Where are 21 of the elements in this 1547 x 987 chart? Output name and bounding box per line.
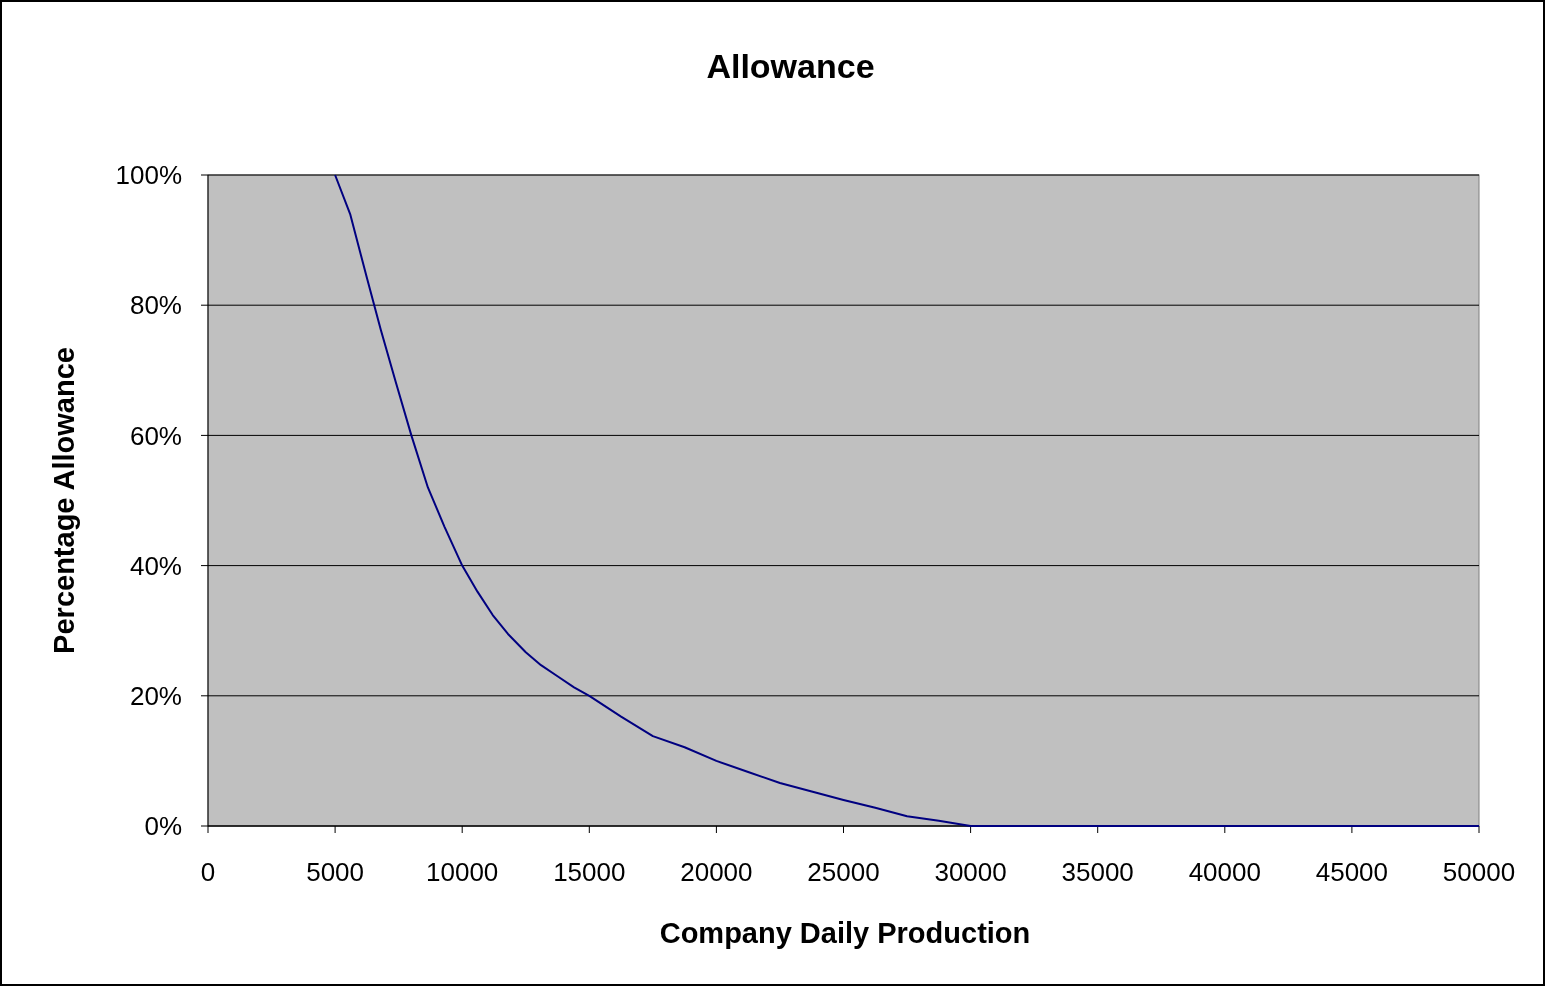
x-tick-label: 25000 [807,857,880,887]
line-series [334,174,1480,827]
x-tick-label: 50000 [1442,857,1516,887]
y-tick-label: 80% [129,290,182,321]
x-tick-label: 15000 [553,857,626,887]
x-tick-label: 20000 [680,857,753,887]
y-tick-label: 20% [129,680,182,711]
x-tick-label: 5000 [306,857,365,887]
x-tick-label: 10000 [426,857,499,887]
chart-title: Allowance [706,47,875,85]
x-tick-label: 45000 [1315,857,1389,887]
x-tick-label: 30000 [934,857,1007,887]
x-tick-label: 40000 [1188,857,1261,887]
x-tick-label: 0 [200,857,216,887]
y-tick-label: 60% [129,420,182,451]
y-tick-label: 40% [129,550,182,581]
y-tick-label: 100% [115,160,182,191]
x-tick-label: 35000 [1061,857,1134,887]
y-tick-label: 0% [144,811,182,842]
x-axis-title: Company Daily Production [659,917,1031,949]
y-axis-title: Percentage Allowance [48,347,80,654]
